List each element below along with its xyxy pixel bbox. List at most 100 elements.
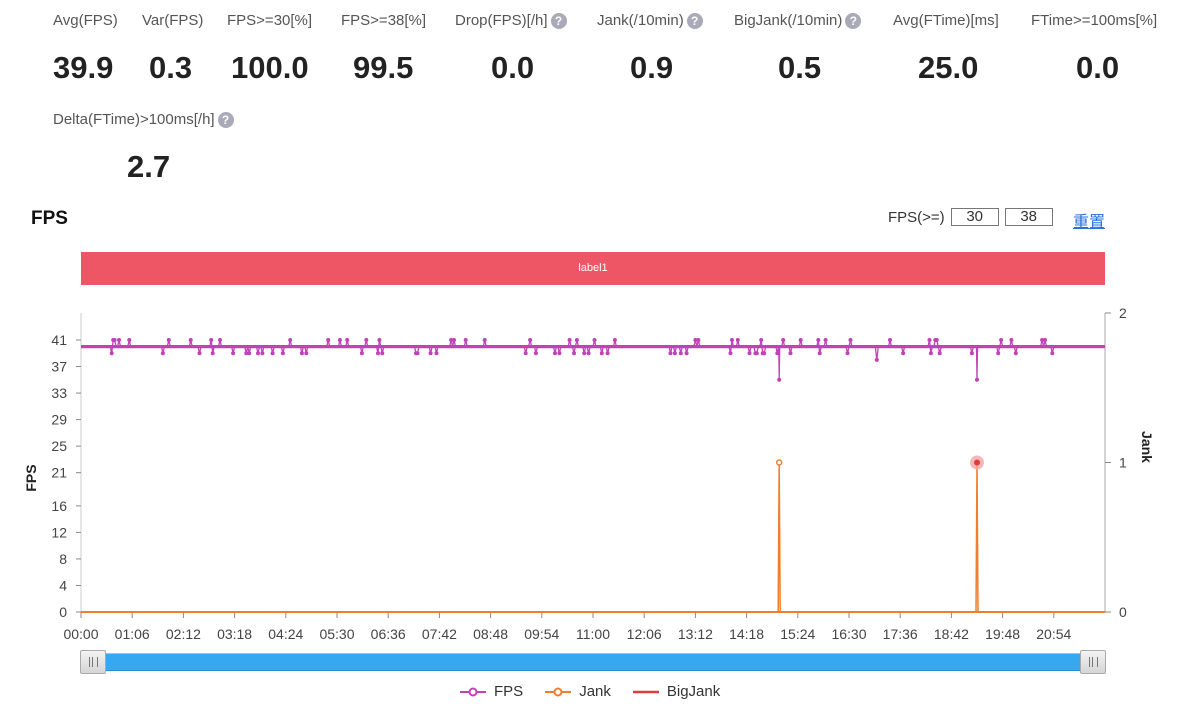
x-tick-label: 17:36 [883,626,918,642]
fps-data-point [434,351,439,356]
legend-label: Jank [579,683,611,700]
fps-data-point [247,351,252,356]
question-circle-icon[interactable]: ? [217,111,234,128]
fps-data-point [188,338,193,342]
fps-data-point [449,338,454,342]
fps-data-point [781,338,786,342]
y-left-tick-label: 16 [51,498,67,514]
legend-item-fps[interactable]: FPS [460,683,523,700]
fps-data-point [337,338,342,342]
metric-label-text: Avg(FPS) [53,12,118,29]
fps-data-point [523,351,528,356]
y-left-tick-label: 33 [51,385,67,401]
metric-7: Avg(FTime)[ms] 25.0 [893,12,999,85]
x-tick-label: 07:42 [422,626,457,642]
fps-data-point [762,351,767,356]
fps-data-point [848,338,853,342]
fps-data-point [592,338,597,342]
fps-threshold-low-input[interactable]: 30 [950,208,999,226]
fps-data-point [1013,351,1018,356]
legend-item-bigjank[interactable]: BigJank [632,683,720,700]
fps-data-point [260,351,265,356]
fps-data-point [605,351,610,356]
fps-data-point [927,338,932,342]
fps-data-point [244,351,249,356]
fps-data-point [557,351,562,356]
fps-data-point [747,351,752,356]
metric-6: BigJank(/10min)? 0.5 [734,12,862,85]
x-tick-label: 20:54 [1036,626,1071,642]
fps-threshold-control: FPS(>=) 30 38 [888,208,1053,226]
metric-label: FPS>=30[%] [227,12,312,29]
fps-data-point [816,338,821,342]
metric-label-text: Avg(FTime)[ms] [893,12,999,29]
y-right-tick-label: 0 [1119,604,1127,620]
metric-label: Delta(FTime)>100ms[/h]? [53,111,234,128]
metric-label-text: Delta(FTime)>100ms[/h] [53,111,215,128]
y-left-tick-label: 8 [59,551,67,567]
y-right-tick-label: 1 [1119,455,1127,471]
y-left-tick-label: 21 [51,465,67,481]
metric-label: Var(FPS) [142,12,203,29]
y-left-tick-label: 0 [59,604,67,620]
fps-data-point [326,338,331,342]
fps-data-point [730,338,734,342]
fps-data-point [684,351,689,356]
fps-data-point [735,338,740,342]
question-circle-icon[interactable]: ? [845,12,862,29]
fps-data-point [1050,351,1055,356]
x-tick-label: 19:48 [985,626,1020,642]
fps-data-point [380,351,385,356]
fps-data-point [299,351,304,356]
fps-data-point [693,338,698,342]
x-tick-label: 13:12 [678,626,713,642]
metric-2: FPS>=30[%] 100.0 [227,12,312,85]
fps-data-point [528,338,533,342]
fps-data-point [901,351,906,356]
fps-data-point [359,351,364,356]
slider-left-handle[interactable] [80,650,106,674]
time-range-slider[interactable] [80,650,1106,674]
fps-data-point [160,351,165,356]
x-tick-label: 02:12 [166,626,201,642]
fps-data-point [672,351,677,356]
x-tick-label: 12:06 [627,626,662,642]
fps-data-point [553,351,557,356]
fps-data-point [696,338,701,342]
y-left-axis-label: FPS [23,464,39,491]
x-tick-label: 15:24 [780,626,815,642]
fps-data-point [798,338,803,342]
jank-data-point [974,459,980,466]
fps-data-point [777,377,782,382]
fps-data-point [533,351,538,356]
metric-0: Avg(FPS) 39.9 [53,12,118,85]
fps-data-point [678,351,683,356]
fps-data-point [845,351,850,356]
fps-data-point [209,338,214,342]
metric-5: Jank(/10min)? 0.9 [597,12,703,85]
metric-9: Delta(FTime)>100ms[/h]? 2.7 [53,111,234,184]
y-left-tick-label: 37 [51,359,67,375]
slider-right-handle[interactable] [1080,650,1106,674]
question-circle-icon[interactable]: ? [550,12,567,29]
fps-data-point [218,338,222,342]
fps-data-point [197,351,202,356]
metric-3: FPS>=38[%] 99.5 [341,12,426,85]
reset-link[interactable]: 重置 [1073,214,1106,231]
metric-label-text: Jank(/10min) [597,12,684,29]
metric-value: 39.9 [53,50,114,85]
question-circle-icon[interactable]: ? [686,12,703,29]
fps-data-point [599,351,604,356]
metric-label: FPS>=38[%] [341,12,426,29]
fps-data-point [112,338,117,342]
fps-data-point [231,351,236,356]
metric-label-text: Drop(FPS)[/h] [455,12,548,29]
fps-data-point [888,338,892,342]
metric-label: Avg(FTime)[ms] [893,12,999,29]
y-left-tick-label: 12 [51,524,67,540]
fps-threshold-high-input[interactable]: 38 [1004,208,1053,226]
label-bar[interactable]: label1 [81,252,1105,285]
fps-data-point [304,351,309,356]
legend-item-jank[interactable]: Jank [545,683,611,700]
